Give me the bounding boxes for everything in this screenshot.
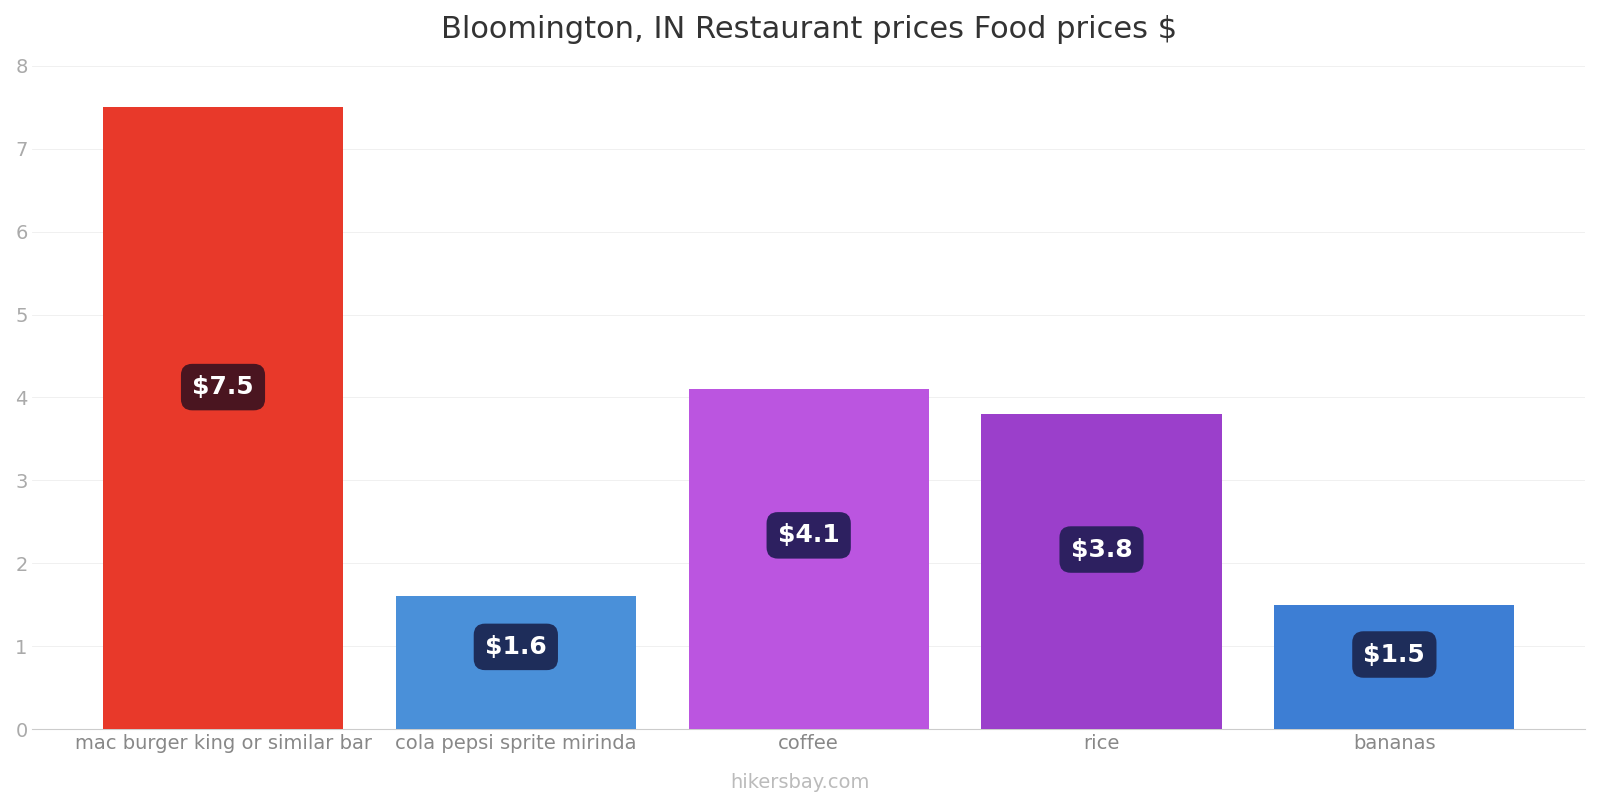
Title: Bloomington, IN Restaurant prices Food prices $: Bloomington, IN Restaurant prices Food p…: [440, 15, 1176, 44]
Text: $1.5: $1.5: [1363, 642, 1426, 666]
Bar: [688, 389, 928, 729]
Text: hikersbay.com: hikersbay.com: [730, 773, 870, 792]
Text: $1.6: $1.6: [485, 635, 547, 659]
Text: $3.8: $3.8: [1070, 538, 1133, 562]
Bar: [102, 107, 342, 729]
Text: $4.1: $4.1: [778, 523, 840, 547]
Text: $7.5: $7.5: [192, 375, 254, 399]
Bar: [1274, 605, 1515, 729]
Bar: [981, 414, 1221, 729]
Bar: [395, 597, 635, 729]
